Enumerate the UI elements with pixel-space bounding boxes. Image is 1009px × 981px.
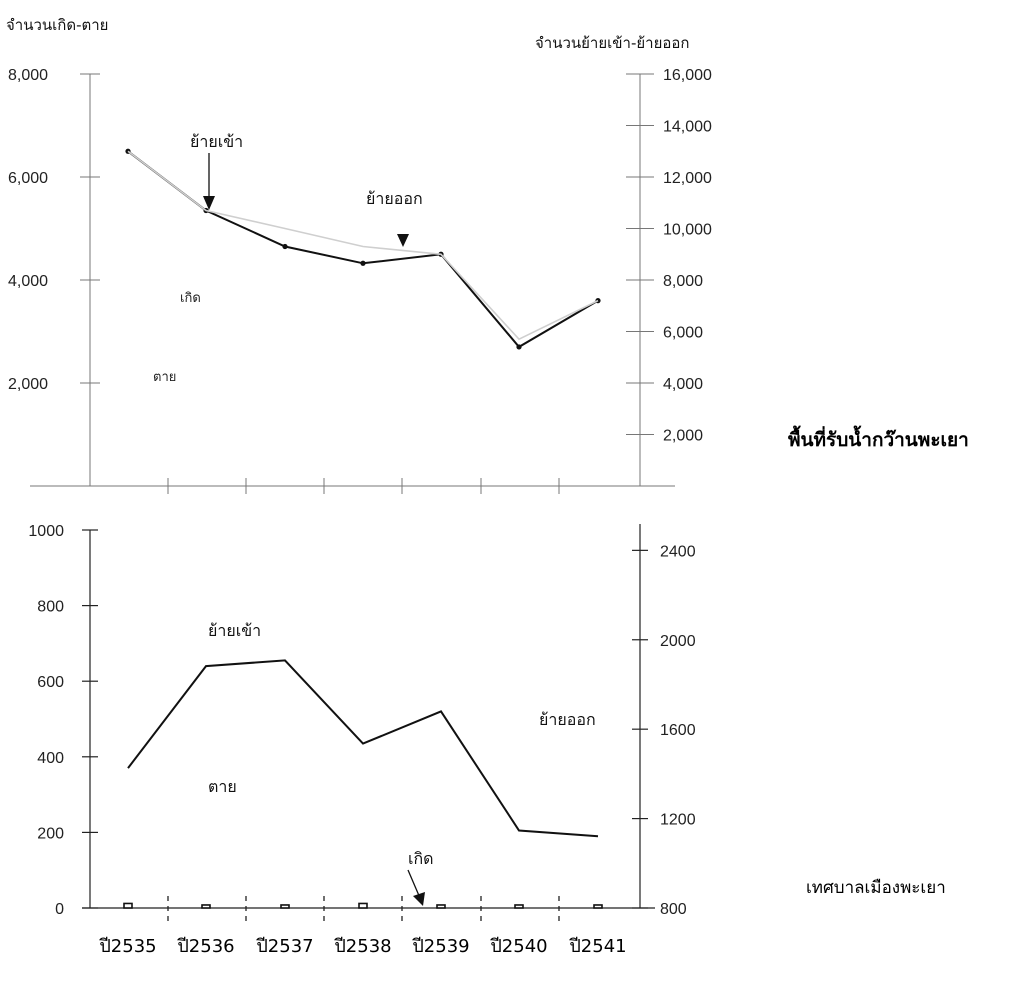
top-right-tick-label: 12,000 bbox=[663, 170, 712, 187]
bottom-right-tick-label: 800 bbox=[660, 901, 687, 918]
arrowhead-moved-out bbox=[397, 234, 409, 247]
bottom-left-tick-label: 400 bbox=[37, 750, 64, 767]
top-left-tick-label: 2,000 bbox=[8, 376, 48, 393]
x-category-label: ปี2538 bbox=[334, 936, 392, 957]
bottom-left-tick-label: 0 bbox=[55, 901, 64, 918]
top-x-axis bbox=[30, 478, 675, 494]
top-left-axis-title: จำนวนเกิด-ตาย bbox=[6, 16, 108, 34]
annot-birth: เกิด bbox=[180, 291, 201, 306]
bottom-left-tick-label: 1000 bbox=[28, 523, 64, 540]
side-title-top: พื้นที่รับน้ำกว๊านพะเยา bbox=[788, 425, 969, 451]
top-right-axis: 2,000 4,000 6,000 8,000 10,000 12,000 14,000 16… bbox=[626, 67, 712, 486]
bottom-birth-bar bbox=[358, 902, 368, 909]
top-left-tick-label: 4,000 bbox=[8, 273, 48, 290]
arrow-birth-bottom bbox=[407, 869, 421, 899]
top-chart: จำนวนเกิด-ตาย จำนวนย้ายเข้า-ย้ายออก 2,00… bbox=[6, 16, 712, 494]
top-left-tick-label: 8,000 bbox=[8, 67, 48, 84]
bottom-left-tick-label: 200 bbox=[37, 825, 64, 842]
bottom-chart: 0 200 400 600 800 1000 800 1200 1600 2000 2400 ย้… bbox=[28, 523, 696, 922]
top-series-point bbox=[360, 260, 366, 266]
top-left-axis: 2,000 4,000 6,000 8,000 bbox=[8, 67, 100, 486]
bottom-left-tick-label: 800 bbox=[37, 599, 64, 616]
top-series-point bbox=[282, 243, 288, 250]
bottom-x-axis bbox=[82, 896, 655, 922]
annot-birth-bottom: เกิด bbox=[408, 849, 434, 868]
x-category-labels: ปี2535 ปี2536 ปี2537 ปี2538 ปี2539 ปี2540 ปี25… bbox=[99, 936, 627, 957]
bottom-birth-bar bbox=[280, 904, 290, 909]
bottom-right-axis: 800 1200 1600 2000 2400 bbox=[632, 524, 696, 918]
top-right-axis-title: จำนวนย้ายเข้า-ย้ายออก bbox=[535, 34, 689, 52]
top-right-tick-label: 8,000 bbox=[663, 273, 703, 290]
top-right-tick-label: 16,000 bbox=[663, 67, 712, 84]
bottom-left-tick-label: 600 bbox=[37, 674, 64, 691]
top-annotations: ย้ายเข้า ย้ายออก เกิด ตาย bbox=[153, 132, 423, 385]
bottom-birth-bar bbox=[436, 904, 446, 909]
top-right-tick-label: 14,000 bbox=[663, 119, 712, 136]
x-category-label: ปี2535 bbox=[99, 936, 157, 957]
annot-moved-out: ย้ายออก bbox=[366, 189, 423, 208]
x-category-label: ปี2541 bbox=[569, 936, 627, 957]
x-category-label: ปี2536 bbox=[177, 936, 235, 957]
top-right-tick-label: 4,000 bbox=[663, 376, 703, 393]
bottom-right-tick-label: 1200 bbox=[660, 812, 696, 829]
top-series-line-0 bbox=[127, 150, 599, 349]
top-right-tick-label: 2,000 bbox=[663, 428, 703, 445]
arrowhead-moved-in bbox=[203, 196, 215, 210]
top-right-tick-label: 6,000 bbox=[663, 325, 703, 342]
annot-moved-in-bottom: ย้ายเข้า bbox=[208, 621, 261, 640]
top-right-tick-label: 10,000 bbox=[663, 222, 712, 239]
bottom-birth-bar bbox=[514, 904, 524, 909]
bottom-series-line-0 bbox=[127, 659, 599, 838]
top-left-tick-label: 6,000 bbox=[8, 170, 48, 187]
top-series bbox=[125, 148, 601, 350]
bottom-birth-bar bbox=[201, 904, 211, 909]
bottom-right-tick-label: 2400 bbox=[660, 543, 696, 560]
x-category-label: ปี2539 bbox=[412, 936, 470, 957]
side-title-bottom: เทศบาลเมืองพะเยา bbox=[806, 878, 946, 898]
bottom-birth-bar bbox=[593, 904, 603, 909]
annot-death: ตาย bbox=[153, 370, 176, 385]
top-series-line-1 bbox=[127, 150, 599, 341]
x-category-label: ปี2540 bbox=[490, 936, 548, 957]
bottom-series bbox=[123, 659, 603, 909]
annot-death-bottom: ตาย bbox=[208, 777, 237, 796]
bottom-birth-bar bbox=[123, 902, 133, 909]
top-series-point bbox=[516, 344, 522, 350]
bottom-right-tick-label: 1600 bbox=[660, 722, 696, 739]
bottom-right-tick-label: 2000 bbox=[660, 633, 696, 650]
annot-moved-out-bottom: ย้ายออก bbox=[539, 710, 596, 729]
x-category-label: ปี2537 bbox=[256, 936, 314, 957]
arrowhead-birth-bottom bbox=[413, 892, 425, 906]
annot-moved-in: ย้ายเข้า bbox=[190, 132, 243, 151]
bottom-left-axis: 0 200 400 600 800 1000 bbox=[28, 523, 98, 918]
bottom-annotations: ย้ายเข้า ย้ายออก ตาย เกิด bbox=[208, 621, 596, 906]
